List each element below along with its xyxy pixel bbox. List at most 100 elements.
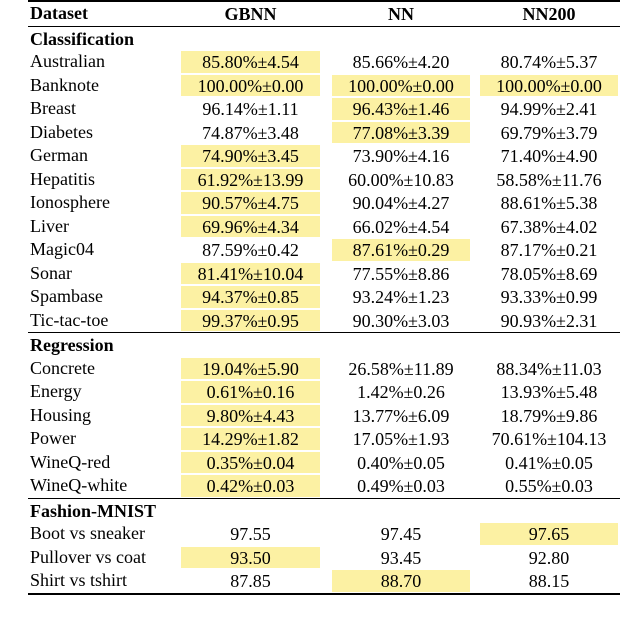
- value-cell: 97.55: [230, 524, 271, 544]
- dataset-name: Housing: [30, 404, 92, 425]
- dataset-name: Power: [30, 428, 76, 448]
- value-cell: 93.24%±1.23: [352, 287, 450, 307]
- data-row: Magic04 87.59%±0.42 87.61%±0.29 87.17%±0.21: [0, 238, 640, 262]
- value-cell: 69.96%±4.34: [181, 215, 320, 237]
- section-rule: [28, 25, 620, 27]
- dataset-name: Breast: [30, 98, 76, 118]
- value-cell: 71.40%±4.90: [500, 146, 598, 166]
- value-cell: 77.08%±3.39: [332, 121, 470, 143]
- value-cell: 19.04%±5.90: [181, 357, 320, 379]
- value-cell: 60.00%±10.83: [348, 169, 454, 190]
- data-row: Sonar 81.41%±10.04 77.55%±8.86 78.05%±8.69: [0, 262, 640, 286]
- dataset-name: WineQ-white: [30, 475, 128, 495]
- data-row: Power 14.29%±1.82 17.05%±1.93 70.61%±104.13: [0, 427, 640, 451]
- data-row: Ionosphere 90.57%±4.75 90.04%±4.27 88.61%±5…: [0, 191, 640, 215]
- section-title: Fashion-MNIST: [30, 500, 157, 521]
- dataset-name: Ionosphere: [30, 192, 110, 212]
- value-cell: 74.90%±3.45: [181, 145, 320, 167]
- value-cell: 85.66%±4.20: [352, 52, 450, 72]
- data-row: Boot vs sneaker 97.55 97.45 97.65: [0, 522, 640, 546]
- value-cell: 74.87%±3.48: [202, 122, 299, 143]
- section-title: Classification: [30, 28, 135, 49]
- value-cell: 87.61%±0.29: [332, 239, 470, 261]
- data-row: Hepatitis 61.92%±13.99 60.00%±10.83 58.58%±…: [0, 168, 640, 192]
- dataset-name: Pullover vs coat: [30, 546, 146, 567]
- dataset-name: Spambase: [30, 286, 103, 306]
- data-row: Tic-tac-toe 99.37%±0.95 90.30%±3.03 90.93%±…: [0, 309, 640, 333]
- value-cell: 87.17%±0.21: [500, 240, 598, 260]
- value-cell: 81.41%±10.04: [181, 262, 320, 284]
- value-cell: 97.65: [480, 523, 618, 545]
- value-cell: 73.90%±4.16: [352, 146, 450, 166]
- data-row: WineQ-white 0.42%±0.03 0.49%±0.03 0.55%±0.0…: [0, 474, 640, 498]
- value-cell: 97.45: [380, 524, 422, 544]
- value-cell: 100.00%±0.00: [181, 74, 320, 96]
- dataset-name: German: [30, 145, 88, 165]
- data-row: Liver 69.96%±4.34 66.02%±4.54 67.38%±4.02: [0, 215, 640, 239]
- value-cell: 80.74%±5.37: [500, 52, 598, 72]
- dataset-name: Boot vs sneaker: [30, 523, 145, 543]
- value-cell: 0.41%±0.05: [505, 452, 593, 473]
- section-rule: [28, 332, 620, 333]
- dataset-name: Australian: [30, 51, 105, 71]
- header-cell: NN200: [522, 4, 576, 24]
- value-cell: 0.49%±0.03: [357, 476, 445, 496]
- header-cell: NN: [388, 4, 414, 24]
- value-cell: 70.61%±104.13: [491, 429, 607, 449]
- value-cell: 69.79%±3.79: [500, 122, 598, 143]
- value-cell: 61.92%±13.99: [181, 168, 320, 190]
- value-cell: 66.02%±4.54: [352, 216, 450, 237]
- value-cell: 88.15: [528, 571, 570, 591]
- value-cell: 0.55%±0.03: [505, 476, 593, 496]
- data-row: Shirt vs tshirt 87.85 88.70 88.15: [0, 569, 640, 593]
- header-row: Dataset GBNN NN NN200: [0, 2, 640, 26]
- data-row: Housing 9.80%±4.43 13.77%±6.09 18.79%±9.86: [0, 404, 640, 428]
- header-cell: GBNN: [224, 4, 277, 24]
- value-cell: 94.99%±2.41: [500, 99, 598, 119]
- value-cell: 26.58%±11.89: [348, 358, 454, 379]
- value-cell: 17.05%±1.93: [352, 429, 450, 449]
- data-row: Breast 96.14%±1.11 96.43%±1.46 94.99%±2.41: [0, 97, 640, 121]
- section-title: Regression: [30, 335, 114, 355]
- value-cell: 85.80%±4.54: [181, 51, 320, 73]
- value-cell: 92.80: [528, 547, 570, 568]
- value-cell: 88.61%±5.38: [500, 193, 598, 213]
- dataset-name: Magic04: [30, 239, 94, 259]
- value-cell: 67.38%±4.02: [500, 216, 598, 237]
- value-cell: 78.05%±8.69: [500, 263, 598, 284]
- value-cell: 0.35%±0.04: [181, 451, 320, 473]
- dataset-name: Concrete: [30, 357, 95, 378]
- dataset-name: Diabetes: [30, 121, 93, 142]
- value-cell: 90.30%±3.03: [352, 310, 450, 331]
- dataset-name: WineQ-red: [30, 451, 111, 472]
- data-row: German 74.90%±3.45 73.90%±4.16 71.40%±4.90: [0, 144, 640, 168]
- data-row: Pullover vs coat 93.50 93.45 92.80: [0, 546, 640, 570]
- data-row: Banknote 100.00%±0.00 100.00%±0.00 100.00%±…: [0, 74, 640, 98]
- bottom-rule: [28, 592, 620, 595]
- data-row: Spambase 94.37%±0.85 93.24%±1.23 93.33%±0.9…: [0, 285, 640, 309]
- data-row: WineQ-red 0.35%±0.04 0.40%±0.05 0.41%±0.05: [0, 451, 640, 475]
- value-cell: 77.55%±8.86: [352, 263, 450, 284]
- value-cell: 93.50: [181, 546, 320, 568]
- dataset-name: Hepatitis: [30, 168, 95, 189]
- value-cell: 93.45: [380, 547, 422, 568]
- results-table: Dataset GBNN NN NN200 Classification Australi…: [0, 0, 640, 595]
- value-cell: 90.04%±4.27: [352, 193, 450, 213]
- value-cell: 13.77%±6.09: [352, 405, 450, 426]
- value-cell: 100.00%±0.00: [332, 74, 470, 96]
- value-cell: 100.00%±0.00: [480, 74, 618, 96]
- data-row: Energy 0.61%±0.16 1.42%±0.26 13.93%±5.48: [0, 380, 640, 404]
- value-cell: 96.14%±1.11: [202, 99, 299, 119]
- value-cell: 90.57%±4.75: [181, 192, 320, 214]
- value-cell: 0.61%±0.16: [181, 381, 320, 403]
- header-cell: Dataset: [30, 3, 88, 23]
- value-cell: 0.42%±0.03: [181, 475, 320, 497]
- value-cell: 99.37%±0.95: [181, 309, 320, 331]
- value-cell: 13.93%±5.48: [500, 382, 598, 402]
- data-row: Australian 85.80%±4.54 85.66%±4.20 80.74%±5…: [0, 50, 640, 74]
- dataset-name: Banknote: [30, 74, 99, 95]
- dataset-name: Tic-tac-toe: [30, 309, 109, 330]
- dataset-name: Shirt vs tshirt: [30, 570, 128, 590]
- top-rule: [28, 0, 620, 2]
